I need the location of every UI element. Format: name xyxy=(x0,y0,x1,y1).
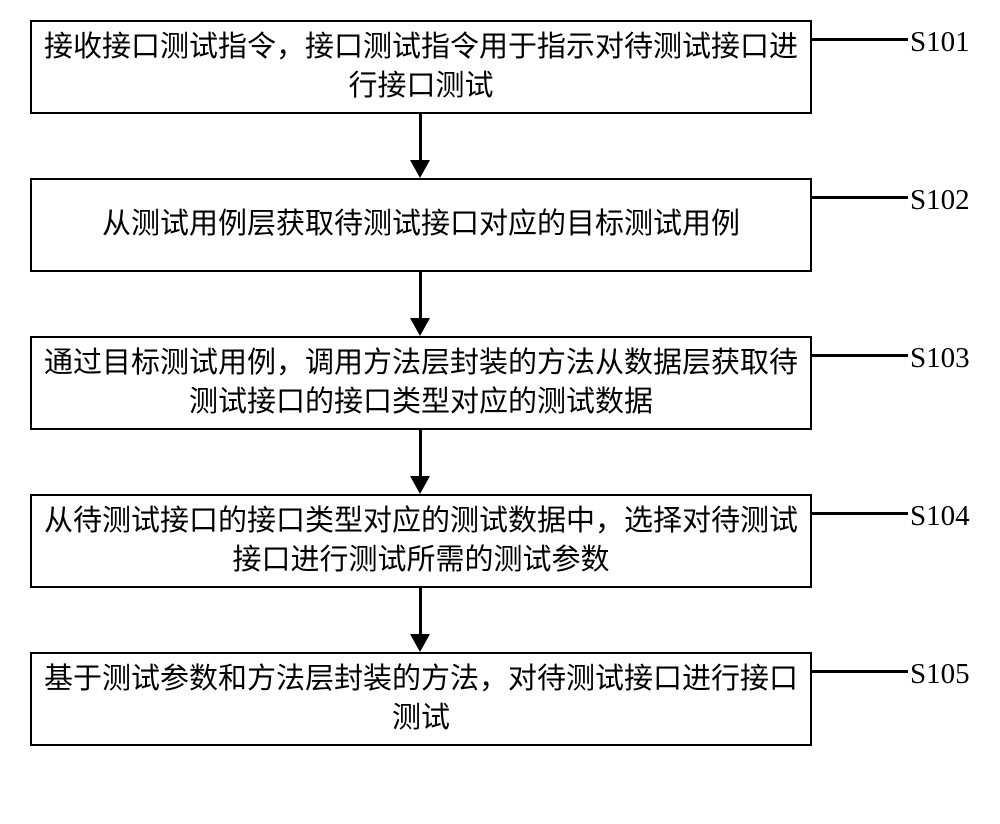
flow-tick-line xyxy=(812,512,908,515)
flow-step-text: 基于测试参数和方法层封装的方法，对待测试接口进行接口测试 xyxy=(42,660,800,738)
flow-tick-line xyxy=(812,670,908,673)
flow-step-text: 从测试用例层获取待测试接口对应的目标测试用例 xyxy=(102,205,740,244)
flow-step-label-s103: S103 xyxy=(910,342,970,375)
flow-connector-line xyxy=(419,272,422,318)
flow-step-label-s105: S105 xyxy=(910,658,970,691)
flow-step-s103: 通过目标测试用例，调用方法层封装的方法从数据层获取待测试接口的接口类型对应的测试… xyxy=(30,336,812,430)
flow-connector-arrowhead xyxy=(410,634,430,652)
flow-tick-line xyxy=(812,196,908,199)
flow-step-text: 接收接口测试指令，接口测试指令用于指示对待测试接口进行接口测试 xyxy=(42,28,800,106)
flow-step-label-s102: S102 xyxy=(910,184,970,217)
flow-step-s102: 从测试用例层获取待测试接口对应的目标测试用例 xyxy=(30,178,812,272)
flow-step-label-s104: S104 xyxy=(910,500,970,533)
flow-step-s104: 从待测试接口的接口类型对应的测试数据中，选择对待测试接口进行测试所需的测试参数 xyxy=(30,494,812,588)
flow-connector-arrowhead xyxy=(410,476,430,494)
flow-step-s101: 接收接口测试指令，接口测试指令用于指示对待测试接口进行接口测试 xyxy=(30,20,812,114)
flow-step-text: 从待测试接口的接口类型对应的测试数据中，选择对待测试接口进行测试所需的测试参数 xyxy=(42,502,800,580)
flow-tick-line xyxy=(812,38,908,41)
flow-connector-line xyxy=(419,588,422,634)
flow-step-text: 通过目标测试用例，调用方法层封装的方法从数据层获取待测试接口的接口类型对应的测试… xyxy=(42,344,800,422)
flow-tick-line xyxy=(812,354,908,357)
flow-step-label-s101: S101 xyxy=(910,26,970,59)
flow-connector-arrowhead xyxy=(410,318,430,336)
flow-step-s105: 基于测试参数和方法层封装的方法，对待测试接口进行接口测试 xyxy=(30,652,812,746)
flow-connector-line xyxy=(419,114,422,160)
flowchart-canvas: 接收接口测试指令，接口测试指令用于指示对待测试接口进行接口测试 S101 从测试用例… xyxy=(0,0,1000,824)
flow-connector-arrowhead xyxy=(410,160,430,178)
flow-connector-line xyxy=(419,430,422,476)
